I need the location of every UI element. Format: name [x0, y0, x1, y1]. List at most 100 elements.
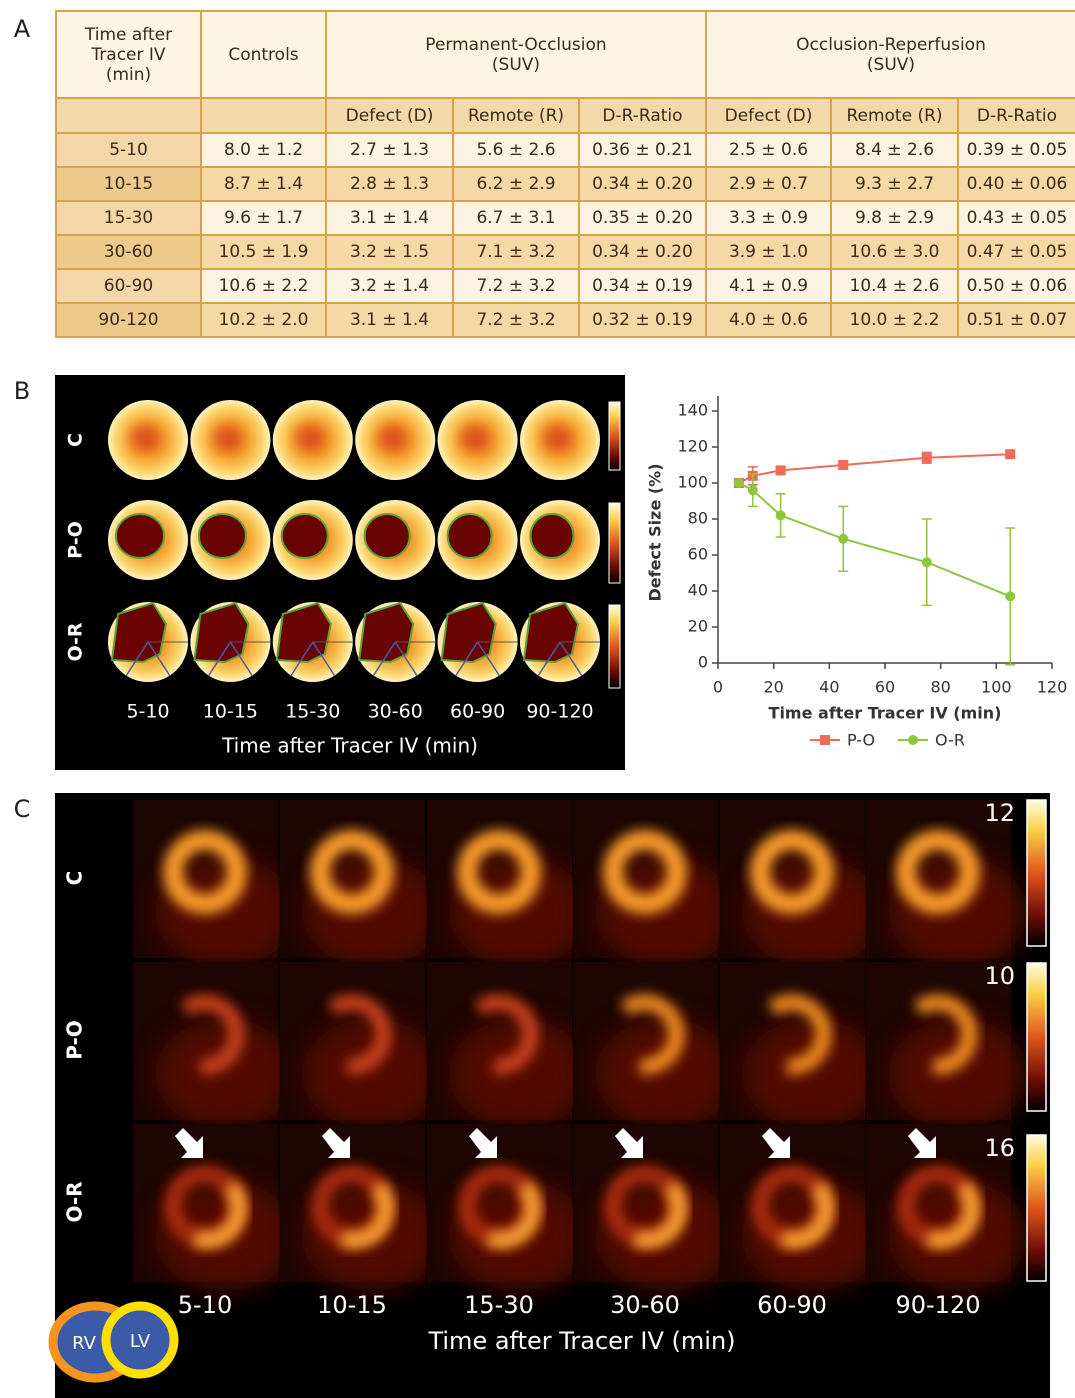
data-cell: 8.0 ± 1.2 [201, 133, 326, 167]
data-cell: 6.2 ± 2.9 [453, 167, 579, 201]
polar-map-center [461, 426, 489, 450]
marker [922, 453, 932, 463]
marker [838, 460, 848, 470]
subheader-cell: D-R-Ratio [579, 98, 706, 133]
defect-region [448, 514, 492, 558]
marker [1005, 449, 1015, 459]
defect-region [116, 514, 164, 558]
header-text: Controls [228, 45, 298, 65]
marker [1005, 591, 1015, 601]
y-tick-label: 0 [698, 653, 708, 672]
legend-label: O-R [935, 731, 965, 750]
data-cell: 10.6 ± 3.0 [831, 235, 958, 269]
column-label: 90-120 [895, 1291, 980, 1319]
data-cell: 3.9 ± 1.0 [706, 235, 831, 269]
x-tick-label: 40 [819, 678, 839, 697]
data-cell: 10.0 ± 2.2 [831, 303, 958, 337]
data-table: Time after Tracer IV (min)ControlsPerman… [55, 10, 1075, 338]
data-cell: 7.2 ± 3.2 [453, 303, 579, 337]
column-label: 30-60 [368, 701, 423, 723]
marker [776, 510, 786, 520]
y-tick-label: 100 [677, 473, 708, 492]
pet-background [302, 1019, 442, 1129]
subheader-cell: Defect (D) [326, 98, 453, 133]
pet-background [155, 1019, 295, 1129]
polar-map-center [213, 426, 241, 450]
column-label: 5-10 [178, 1291, 232, 1319]
data-cell: 9.6 ± 1.7 [201, 201, 326, 235]
y-tick-label: 140 [677, 401, 708, 420]
colorbar [609, 605, 620, 688]
empty-cell [56, 98, 201, 133]
y-axis-title: Defect Size (%) [646, 463, 665, 601]
row-header-cell: 15-30 [56, 201, 201, 235]
y-tick-label: 40 [688, 581, 708, 600]
y-tick-label: 80 [688, 509, 708, 528]
data-cell: 3.1 ± 1.4 [326, 303, 453, 337]
column-label: 10-15 [317, 1291, 387, 1319]
header-cell: Time after Tracer IV (min) [56, 11, 201, 98]
row-header-cell: 5-10 [56, 133, 201, 167]
x-axis-title: Time after Tracer IV (min) [769, 704, 1002, 723]
schematic-label: RV [72, 1333, 97, 1354]
row-label: C [65, 433, 87, 447]
figure: A B C Time after Tracer IV (min) Time af… [0, 0, 1075, 1398]
x-tick-label: 0 [713, 678, 723, 697]
series-line [739, 483, 1010, 596]
data-cell: 0.36 ± 0.21 [579, 133, 706, 167]
data-cell: 2.7 ± 1.3 [326, 133, 453, 167]
data-cell: 9.3 ± 2.7 [831, 167, 958, 201]
data-cell: 10.6 ± 2.2 [201, 269, 326, 303]
x-tick-label: 100 [981, 678, 1012, 697]
empty-cell [201, 98, 326, 133]
row-header-cell: 10-15 [56, 167, 201, 201]
defect-region [282, 514, 328, 558]
data-cell: 8.4 ± 2.6 [831, 133, 958, 167]
subheader-cell: Remote (R) [453, 98, 579, 133]
polar-map-center [543, 426, 571, 450]
data-cell: 7.2 ± 3.2 [453, 269, 579, 303]
pet-background [888, 1019, 1028, 1129]
header-cell: Occlusion-Reperfusion (SUV) [706, 11, 1075, 98]
data-cell: 4.0 ± 0.6 [706, 303, 831, 337]
column-label: 30-60 [610, 1291, 680, 1319]
data-cell: 0.34 ± 0.19 [579, 269, 706, 303]
defect-region [365, 514, 410, 558]
header-cell: Controls [201, 11, 326, 98]
data-cell: 3.3 ± 0.9 [706, 201, 831, 235]
data-cell: 0.34 ± 0.20 [579, 167, 706, 201]
polar-map-center [378, 426, 406, 450]
data-cell: 0.35 ± 0.20 [579, 201, 706, 235]
column-label: 5-10 [126, 701, 169, 723]
marker [922, 557, 932, 567]
column-label: 15-30 [285, 701, 340, 723]
data-cell: 0.32 ± 0.19 [579, 303, 706, 337]
subheader-cell: D-R-Ratio [958, 98, 1075, 133]
polar-map-center [296, 426, 324, 450]
x-tick-label: 80 [930, 678, 950, 697]
data-cell: 3.2 ± 1.5 [326, 235, 453, 269]
row-header-cell: 30-60 [56, 235, 201, 269]
pet-background [742, 1019, 882, 1129]
row-label: C [63, 871, 87, 886]
subheader-cell: Defect (D) [706, 98, 831, 133]
row-label: P-O [63, 1020, 87, 1060]
header-row: Time after Tracer IV (min)ControlsPerman… [56, 11, 1075, 98]
column-label: 15-30 [464, 1291, 534, 1319]
row-label: O-R [63, 1181, 87, 1222]
defect-region [199, 514, 246, 558]
colorbar-max: 10 [984, 962, 1015, 990]
y-tick-label: 120 [677, 437, 708, 456]
marker [748, 485, 758, 495]
marker [838, 534, 848, 544]
schematic-label: LV [130, 1331, 151, 1352]
panel-label: C [14, 795, 31, 823]
data-cell: 4.1 ± 0.9 [706, 269, 831, 303]
data-cell: 2.8 ± 1.3 [326, 167, 453, 201]
data-cell: 6.7 ± 3.1 [453, 201, 579, 235]
data-cell: 3.2 ± 1.4 [326, 269, 453, 303]
row-label: P-O [65, 521, 87, 559]
data-row: 5-108.0 ± 1.22.7 ± 1.35.6 ± 2.60.36 ± 0.… [56, 133, 1075, 167]
